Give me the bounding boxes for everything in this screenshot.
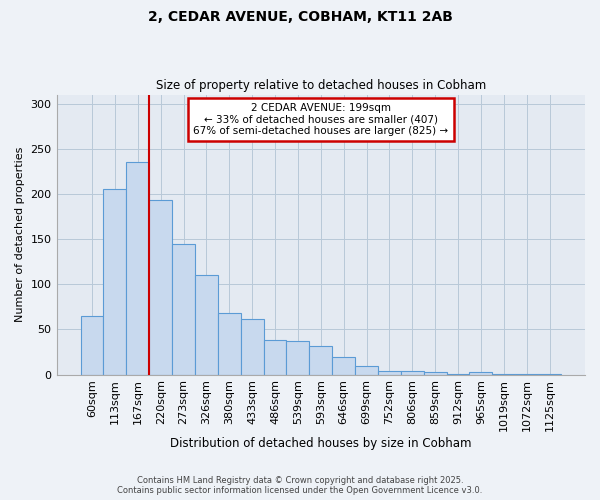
Bar [355,366,378,374]
Text: 2, CEDAR AVENUE, COBHAM, KT11 2AB: 2, CEDAR AVENUE, COBHAM, KT11 2AB [148,10,452,24]
Text: Contains HM Land Registry data © Crown copyright and database right 2025.
Contai: Contains HM Land Registry data © Crown c… [118,476,482,495]
Bar [241,318,263,374]
Text: 2 CEDAR AVENUE: 199sqm
← 33% of detached houses are smaller (407)
67% of semi-de: 2 CEDAR AVENUE: 199sqm ← 33% of detached… [193,103,448,136]
Title: Size of property relative to detached houses in Cobham: Size of property relative to detached ho… [155,79,486,92]
Y-axis label: Number of detached properties: Number of detached properties [15,147,25,322]
Bar [378,371,401,374]
Bar [310,346,332,374]
Bar [195,275,218,374]
Bar [332,356,355,374]
Bar [424,372,446,374]
Bar [286,341,310,374]
X-axis label: Distribution of detached houses by size in Cobham: Distribution of detached houses by size … [170,437,472,450]
Bar [218,313,241,374]
Bar [149,200,172,374]
Bar [401,371,424,374]
Bar [80,316,103,374]
Bar [263,340,286,374]
Bar [103,190,127,374]
Bar [127,162,149,374]
Bar [172,244,195,374]
Bar [469,372,493,374]
